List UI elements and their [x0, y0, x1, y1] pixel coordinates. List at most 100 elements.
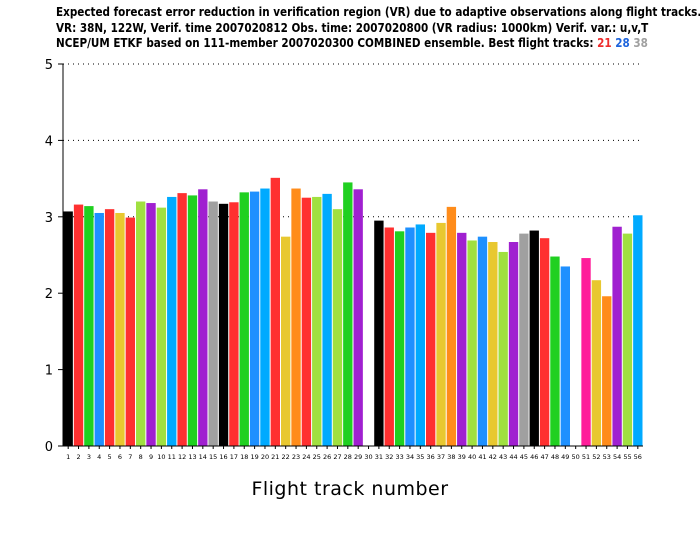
x-tick-label: 27 [333, 453, 341, 461]
x-tick-label: 29 [354, 453, 362, 461]
x-tick-label: 40 [468, 453, 476, 461]
bar [332, 209, 343, 446]
x-tick-label: 54 [613, 453, 621, 461]
x-tick-label: 23 [292, 453, 300, 461]
bar [260, 188, 270, 447]
x-tick-label: 46 [530, 453, 538, 461]
x-tick-label: 45 [520, 453, 528, 461]
bar [560, 266, 570, 446]
bar [581, 258, 591, 446]
bar [488, 242, 498, 446]
x-tick-label: 13 [188, 453, 196, 461]
bar [426, 232, 436, 446]
x-tick-label: 53 [603, 453, 611, 461]
x-tick-label: 17 [230, 453, 238, 461]
bar [602, 296, 612, 446]
x-tick-label: 1 [66, 453, 70, 461]
bar [322, 193, 332, 446]
x-tick-label: 7 [128, 453, 132, 461]
bar [229, 202, 239, 446]
y-tick-label: 3 [45, 211, 53, 226]
bar [115, 212, 125, 446]
bar [218, 203, 229, 446]
bar [519, 233, 529, 446]
x-tick-label: 44 [509, 453, 517, 461]
y-tick-label: 2 [45, 287, 53, 302]
bar [457, 232, 467, 446]
grid-lines [63, 63, 643, 218]
bar [394, 231, 405, 446]
best-track-2: 28 [615, 35, 630, 50]
x-tick-label: 19 [250, 453, 258, 461]
x-tick-label: 12 [178, 453, 186, 461]
bar [208, 201, 218, 446]
y-tick-label: 5 [45, 58, 53, 73]
bar [415, 224, 425, 446]
bar [84, 206, 94, 446]
bar [436, 222, 446, 446]
ensemble-description: NCEP/UM ETKF based on 111-member 2007020… [56, 35, 594, 50]
x-tick-labels: 1 2 3 4 5 6 7 8 9 10 11 12 13 14 15 16 17 18 19 20 21 22 23 24 2… [66, 453, 642, 461]
axes [58, 63, 643, 449]
bar [156, 207, 167, 446]
x-tick-label: 5 [108, 453, 112, 461]
chart-subtitle-verification: VR: 38N, 122W, Verif. time 2007020812 Ob… [56, 19, 649, 35]
x-tick-label: 39 [458, 453, 466, 461]
bar [177, 193, 187, 446]
best-track-3: 38 [633, 35, 648, 50]
x-tick-label: 33 [395, 453, 403, 461]
bar [622, 233, 633, 446]
bar [591, 280, 602, 446]
bar [539, 238, 550, 446]
bar [73, 204, 84, 446]
bar [467, 240, 477, 446]
y-tick-label: 1 [45, 364, 53, 379]
x-tick-label: 22 [282, 453, 290, 461]
x-tick-label: 42 [489, 453, 497, 461]
bar [239, 192, 249, 446]
x-tick-label: 2 [76, 453, 80, 461]
y-tick-labels: 0 1 2 3 4 5 [45, 58, 53, 455]
bar [312, 196, 322, 446]
bar [291, 188, 301, 447]
y-tick-label: 4 [45, 134, 53, 149]
x-tick-label: 48 [551, 453, 559, 461]
bar [136, 201, 146, 446]
bar [612, 226, 622, 446]
x-tick-label: 41 [478, 453, 486, 461]
x-tick-label: 10 [157, 453, 165, 461]
x-tick-label: 4 [97, 453, 101, 461]
bar [301, 197, 312, 446]
x-tick-label: 16 [219, 453, 227, 461]
x-tick-label: 9 [149, 453, 153, 461]
x-tick-label: 38 [447, 453, 455, 461]
x-tick-label: 52 [592, 453, 600, 461]
bar [94, 212, 104, 446]
x-tick-label: 20 [261, 453, 269, 461]
x-tick-label: 35 [416, 453, 424, 461]
bar [63, 211, 73, 446]
x-tick-label: 6 [118, 453, 122, 461]
y-tick-label: 0 [45, 440, 53, 455]
bar [281, 236, 291, 446]
bar [477, 236, 488, 446]
bar [633, 215, 643, 446]
x-tick-label: 31 [375, 453, 383, 461]
bar [125, 217, 135, 446]
bar [249, 191, 260, 446]
x-tick-label: 49 [561, 453, 569, 461]
x-tick-label: 47 [540, 453, 548, 461]
bar [187, 195, 198, 446]
chart-subtitle-ensemble: NCEP/UM ETKF based on 111-member 2007020… [56, 35, 648, 51]
x-tick-label: 26 [323, 453, 331, 461]
best-track-1: 21 [597, 35, 612, 50]
x-tick-label: 56 [634, 453, 642, 461]
bars [63, 177, 643, 447]
bar [508, 242, 519, 446]
x-tick-label: 21 [271, 453, 279, 461]
chart-title: Expected forecast error reduction in ver… [56, 4, 700, 19]
bar [446, 206, 457, 446]
x-tick-label: 3 [87, 453, 91, 461]
x-tick-label: 28 [344, 453, 352, 461]
